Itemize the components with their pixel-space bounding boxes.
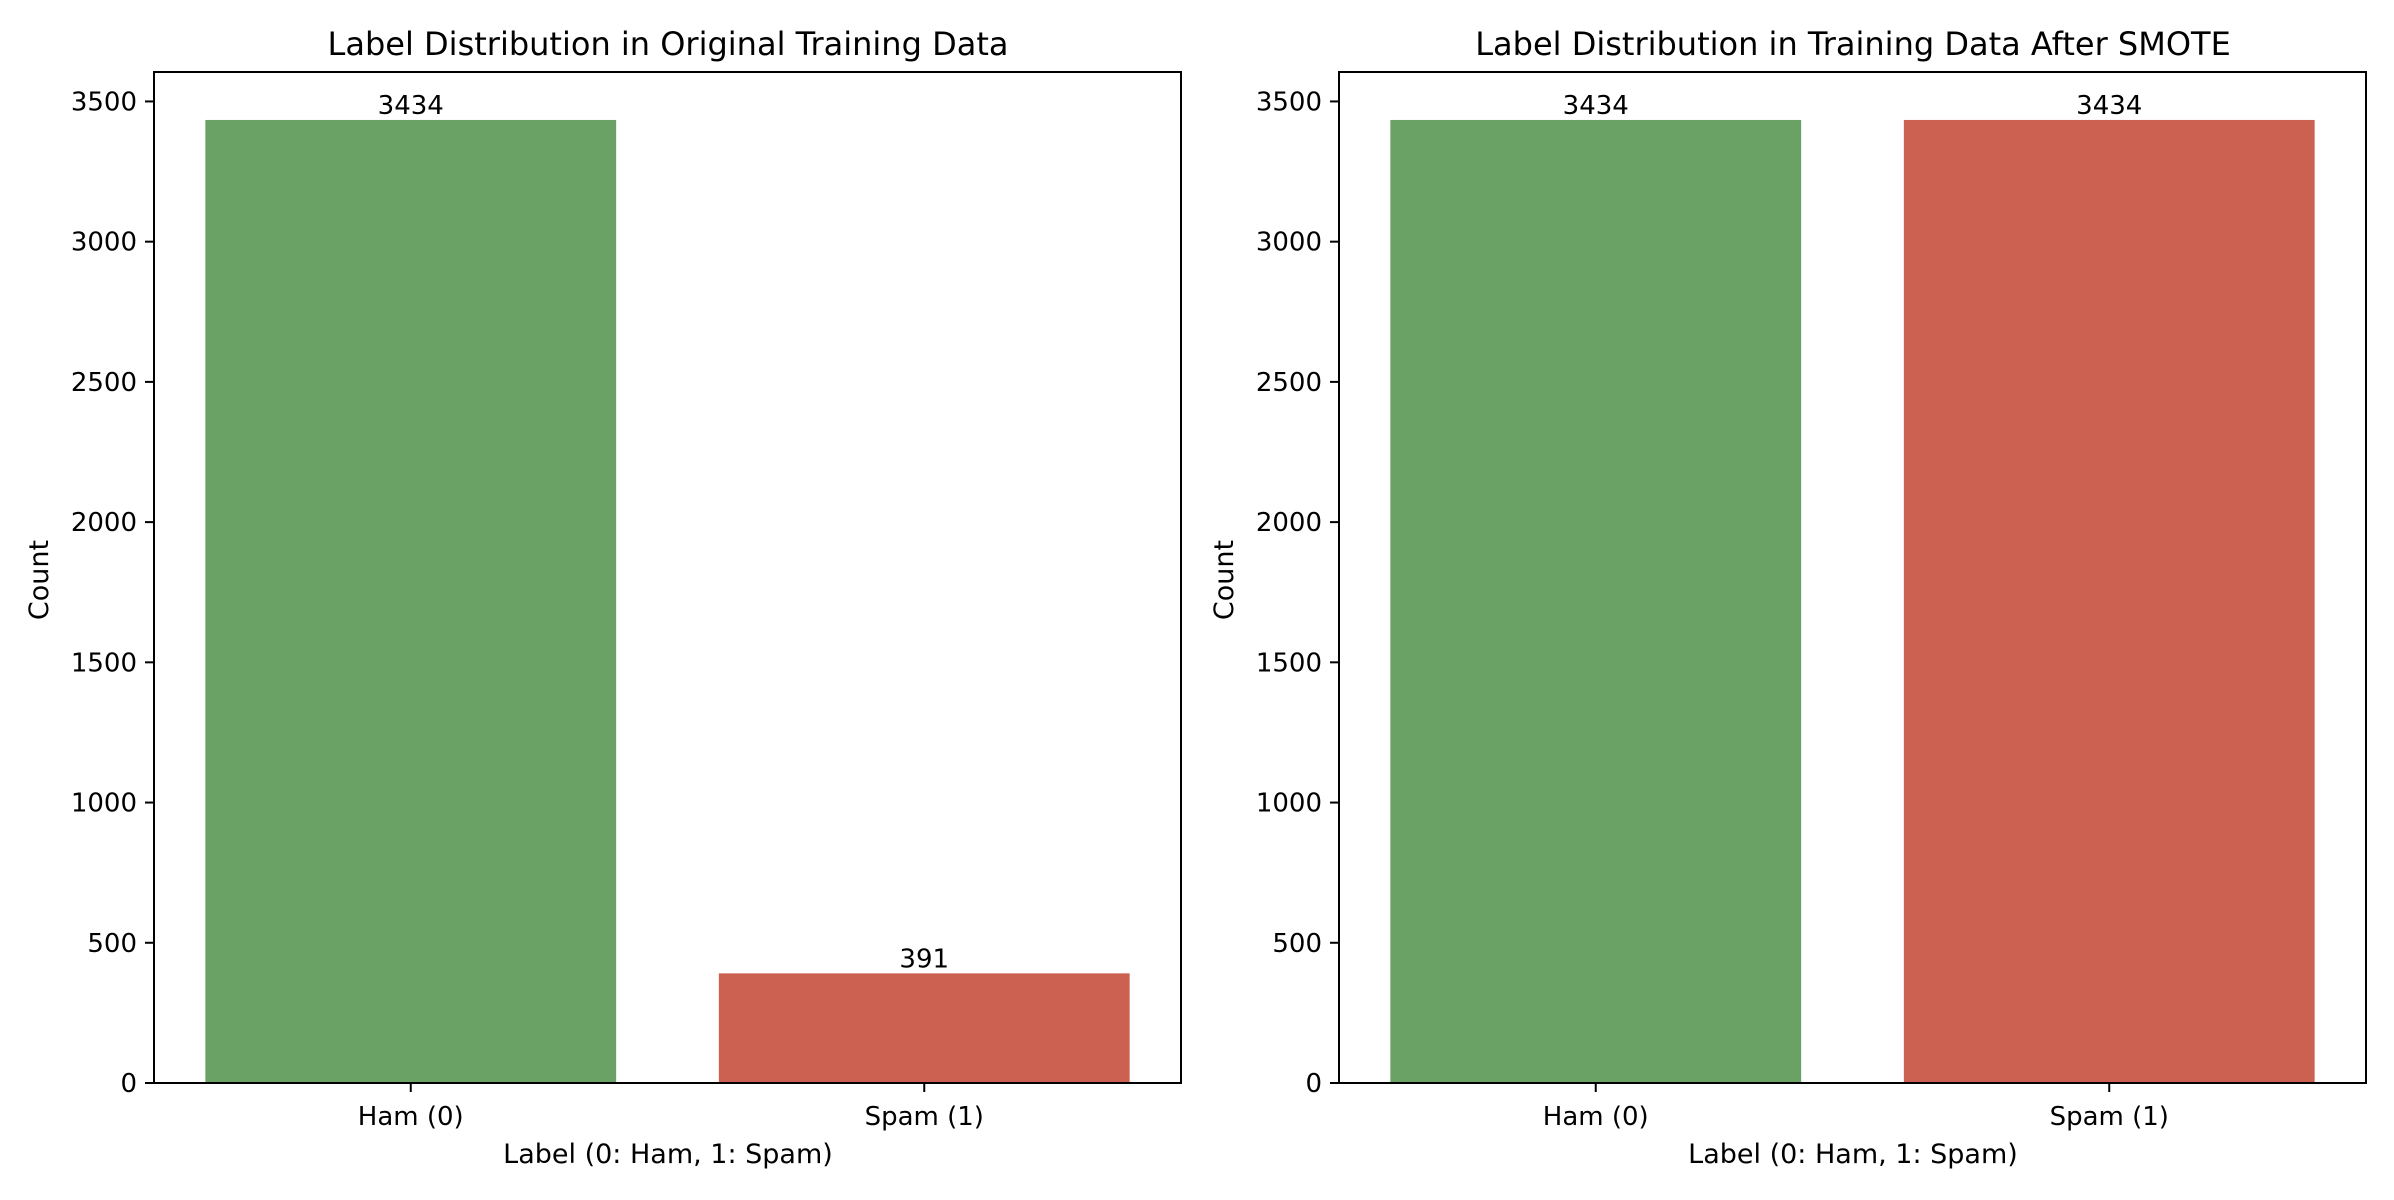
y-tick-label: 0 [1305, 1069, 1322, 1099]
y-tick-group: 0 500 1000 1500 2000 2500 3000 3500 [71, 87, 154, 1099]
bar-ham-0 [205, 119, 617, 1084]
y-tick-label: 3500 [71, 87, 137, 117]
bar-group [1390, 119, 2315, 1084]
x-axis-label: Label (0: Ham, 1: Spam) [1688, 1139, 2018, 1170]
chart-title: Label Distribution in Training Data Afte… [1475, 25, 2231, 63]
plot-frame [153, 71, 1182, 1084]
chart-panel-smote: Label Distribution in Training Data Afte… [1209, 25, 2367, 1170]
y-tick-label: 3500 [1256, 87, 1322, 117]
x-tick-group: Ham (0) Spam (1) [358, 1083, 984, 1132]
x-tick-label: Ham (0) [358, 1102, 464, 1132]
y-tick-label: 1000 [71, 789, 137, 819]
y-tick-label: 1500 [71, 648, 137, 678]
y-tick-label: 500 [87, 929, 137, 959]
chart-title: Label Distribution in Original Training … [328, 25, 1009, 63]
y-tick-label: 3000 [1256, 228, 1322, 258]
y-tick-label: 1500 [1256, 648, 1322, 678]
y-tick-group: 0 500 1000 1500 2000 2500 3000 3500 [1256, 87, 1339, 1099]
bar-value-label: 3434 [378, 91, 444, 121]
bar-value-label: 3434 [1563, 91, 1629, 121]
x-tick-group: Ham (0) Spam (1) [1543, 1083, 2169, 1132]
y-tick-label: 2500 [71, 368, 137, 398]
bar-value-label: 391 [899, 944, 949, 974]
y-tick-label: 0 [120, 1069, 137, 1099]
x-axis-label: Label (0: Ham, 1: Spam) [503, 1139, 833, 1170]
y-tick-label: 2000 [1256, 508, 1322, 538]
y-tick-label: 2000 [71, 508, 137, 538]
x-tick-label: Spam (1) [2050, 1102, 2169, 1132]
y-tick-label: 500 [1272, 929, 1322, 959]
bar-spam-1 [718, 973, 1130, 1083]
data-label-group: 3434 3434 [1563, 91, 2143, 121]
y-axis-label: Count [24, 540, 55, 620]
y-tick-label: 1000 [1256, 789, 1322, 819]
bar-group [205, 119, 1130, 1084]
data-label-group: 3434 391 [378, 91, 949, 974]
bar-spam-1 [1903, 119, 2315, 1084]
plot-frame [1338, 71, 2367, 1084]
bar-ham-0 [1390, 119, 1802, 1084]
bar-value-label: 3434 [2076, 91, 2142, 121]
y-axis-label: Count [1209, 540, 1240, 620]
x-tick-label: Ham (0) [1543, 1102, 1649, 1132]
y-tick-label: 2500 [1256, 368, 1322, 398]
x-tick-label: Spam (1) [865, 1102, 984, 1132]
chart-panel-original: Label Distribution in Original Training … [24, 25, 1182, 1170]
y-tick-label: 3000 [71, 228, 137, 258]
